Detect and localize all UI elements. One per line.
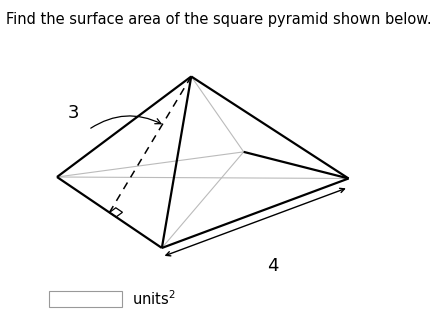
- Text: 3: 3: [68, 104, 80, 122]
- Text: units$^{2}$: units$^{2}$: [132, 290, 176, 308]
- FancyBboxPatch shape: [49, 291, 122, 307]
- Text: 4: 4: [267, 257, 279, 275]
- Text: Find the surface area of the square pyramid shown below.: Find the surface area of the square pyra…: [6, 12, 431, 27]
